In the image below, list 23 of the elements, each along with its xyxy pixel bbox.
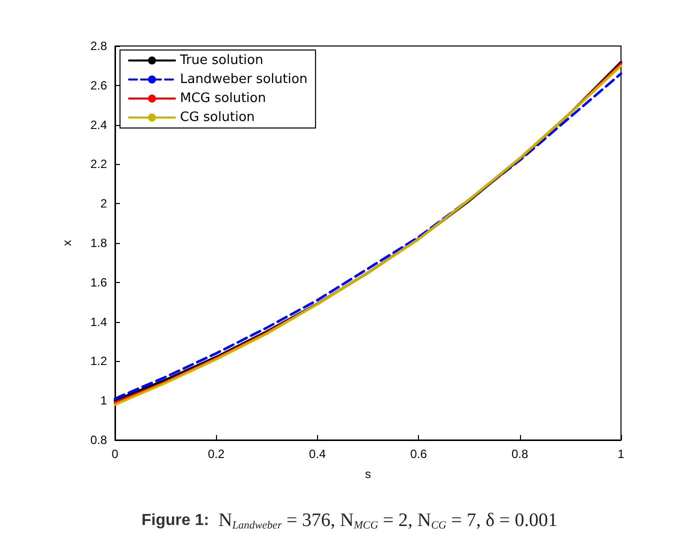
y-tick-label: 2.6	[90, 78, 108, 92]
y-tick-label: 1.2	[90, 354, 108, 368]
x-tick-label: 0.8	[511, 447, 528, 461]
x-tick-label: 1	[618, 447, 625, 461]
x-tick-label: 0.6	[410, 447, 428, 461]
y-tick-label: 1.4	[90, 314, 108, 329]
x-axis-title: s	[365, 467, 371, 481]
y-axis-title: x	[60, 240, 74, 246]
y-tick-label: 0.8	[90, 433, 108, 447]
y-tick-label: 2	[100, 196, 108, 211]
y-tick-label: 2.4	[90, 118, 108, 132]
y-tick-label: 2.2	[90, 157, 108, 172]
x-tick-label: 0	[112, 447, 119, 461]
legend-label: True solution	[179, 53, 264, 68]
y-tick-label: 1.8	[90, 236, 108, 250]
x-tick-label: 0.2	[208, 447, 225, 461]
legend-label: CG solution	[180, 110, 255, 125]
legend-label: MCG solution	[180, 91, 266, 106]
x-tick-label: 0.4	[309, 447, 326, 461]
y-tick-label: 2.8	[90, 39, 108, 53]
y-tick-label: 1	[100, 394, 108, 408]
y-tick-label: 1.6	[90, 275, 108, 290]
legend-label: Landweber solution	[180, 72, 308, 87]
